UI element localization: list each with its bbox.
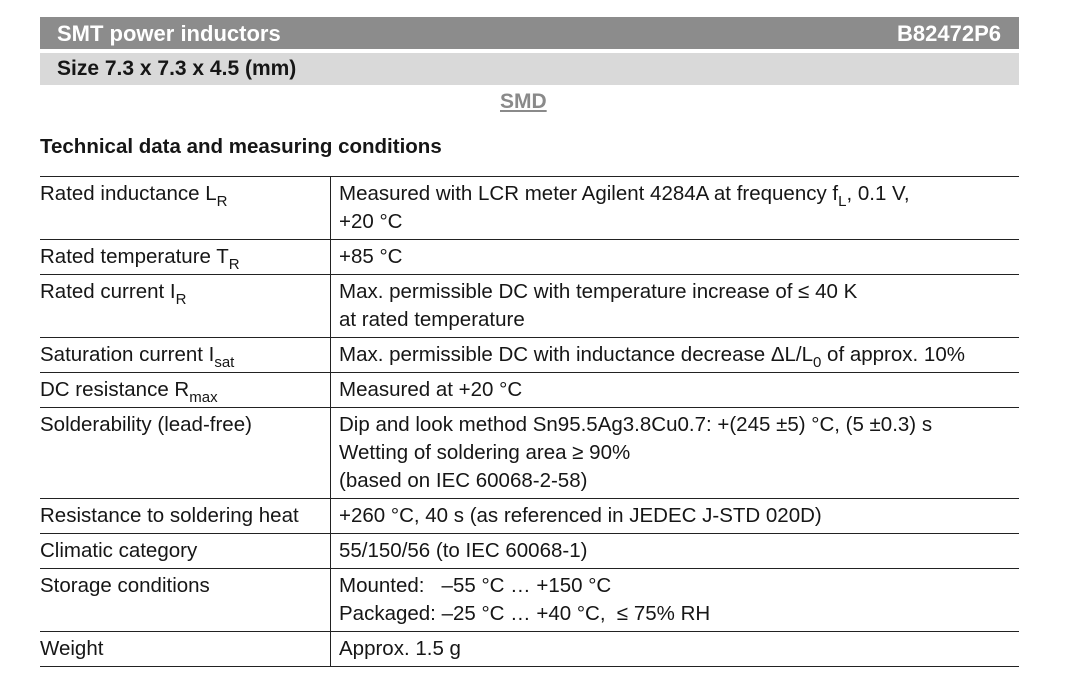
row-label: Storage conditions [40, 568, 331, 632]
text: 55/150/56 (to IEC 60068-1) [339, 539, 588, 562]
subscript: R [216, 193, 228, 210]
cell-line: Measured with LCR meter Agilent 4284A at… [339, 180, 1019, 210]
text: Max. permissible DC with temperature inc… [339, 280, 858, 303]
text: Weight [40, 637, 104, 660]
subscript: 0 [813, 354, 822, 371]
text: Saturation current I [40, 343, 215, 366]
subscript: max [189, 389, 218, 406]
subscript: sat [214, 354, 235, 371]
text: DC resistance R [40, 378, 190, 401]
text: +260 °C, 40 s (as referenced in JEDEC J-… [339, 504, 822, 527]
text: +20 °C [339, 210, 403, 233]
cell-line: Rated temperature TR [40, 243, 330, 273]
size-text: Size 7.3 x 7.3 x 4.5 (mm) [57, 57, 297, 80]
text: Measured with LCR meter Agilent 4284A at… [339, 182, 839, 205]
table-row: Weight Approx. 1.5 g [40, 631, 1019, 667]
row-label: Climatic category [40, 533, 331, 569]
subscript: R [175, 291, 187, 308]
text: of approx. 10% [821, 343, 965, 366]
row-value: 55/150/56 (to IEC 60068-1) [330, 533, 1019, 569]
text: Storage conditions [40, 574, 210, 597]
smd-badge: SMD [500, 90, 547, 113]
cell-line: +260 °C, 40 s (as referenced in JEDEC J-… [339, 502, 1019, 530]
cell-line: Measured at +20 °C [339, 376, 1019, 404]
text: (based on IEC 60068-2-58) [339, 469, 588, 492]
row-value: Measured at +20 °C [330, 372, 1019, 408]
subscript: R [228, 256, 240, 273]
row-label: Solderability (lead-free) [40, 407, 331, 499]
table-row: DC resistance Rmax Measured at +20 °C [40, 372, 1019, 408]
table-row: Storage conditions Mounted: –55 °C … +150… [40, 568, 1019, 632]
cell-line: (based on IEC 60068-2-58) [339, 467, 1019, 495]
table-row: Solderability (lead-free) Dip and look me… [40, 407, 1019, 499]
header-bar: SMT power inductors B82472P6 [40, 17, 1019, 49]
size-bar: Size 7.3 x 7.3 x 4.5 (mm) [40, 53, 1019, 85]
text: Solderability (lead-free) [40, 413, 252, 436]
text: , 0.1 V, [846, 182, 910, 205]
cell-line: Packaged: –25 °C … +40 °C, ≤ 75% RH [339, 600, 1019, 628]
text: at rated temperature [339, 308, 525, 331]
row-value: Dip and look method Sn95.5Ag3.8Cu0.7: +(… [330, 407, 1019, 499]
row-value: Max. permissible DC with inductance decr… [330, 337, 1019, 373]
row-value: Mounted: –55 °C … +150 °C Packaged: –25 °… [330, 568, 1019, 632]
table-row: Rated temperature TR +85 °C [40, 239, 1019, 275]
text: Approx. 1.5 g [339, 637, 461, 660]
cell-line: Dip and look method Sn95.5Ag3.8Cu0.7: +(… [339, 411, 1019, 439]
row-value: Approx. 1.5 g [330, 631, 1019, 667]
cell-line: Weight [40, 635, 330, 663]
text: Rated temperature T [40, 245, 229, 268]
row-label: Rated inductance LR [40, 176, 331, 240]
cell-line: Wetting of soldering area ≥ 90% [339, 439, 1019, 467]
cell-line: Approx. 1.5 g [339, 635, 1019, 663]
text: Climatic category [40, 539, 198, 562]
row-label: Saturation current Isat [40, 337, 331, 373]
section-heading: Technical data and measuring conditions [40, 135, 442, 158]
cell-line: Mounted: –55 °C … +150 °C [339, 572, 1019, 600]
cell-line: Storage conditions [40, 572, 330, 600]
cell-line: Resistance to soldering heat [40, 502, 330, 530]
cell-line: Solderability (lead-free) [40, 411, 330, 439]
text: Resistance to soldering heat [40, 504, 299, 527]
table-row: Rated current IR Max. permissible DC with… [40, 274, 1019, 338]
table-row: Resistance to soldering heat +260 °C, 40 … [40, 498, 1019, 534]
row-label: Rated current IR [40, 274, 331, 338]
cell-line: +20 °C [339, 208, 1019, 236]
text: Rated current I [40, 280, 176, 303]
table-row: Rated inductance LR Measured with LCR met… [40, 176, 1019, 240]
text: Wetting of soldering area ≥ 90% [339, 441, 631, 464]
header-title: SMT power inductors [57, 21, 281, 46]
cell-line: Climatic category [40, 537, 330, 565]
text: Measured at +20 °C [339, 378, 523, 401]
data-table: Rated inductance LR Measured with LCR met… [40, 176, 1019, 667]
row-value: Measured with LCR meter Agilent 4284A at… [330, 176, 1019, 240]
text: Rated inductance L [40, 182, 217, 205]
text: Mounted: –55 °C … +150 °C [339, 574, 612, 597]
row-label: Rated temperature TR [40, 239, 331, 275]
part-number: B82472P6 [897, 21, 1001, 46]
table-row: Climatic category 55/150/56 (to IEC 60068… [40, 533, 1019, 569]
text: Dip and look method Sn95.5Ag3.8Cu0.7: +(… [339, 413, 933, 436]
row-value: +85 °C [330, 239, 1019, 275]
row-value: +260 °C, 40 s (as referenced in JEDEC J-… [330, 498, 1019, 534]
text: +85 °C [339, 245, 403, 268]
table-body: Rated inductance LR Measured with LCR met… [40, 176, 1019, 667]
cell-line: Rated current IR [40, 278, 330, 308]
table-row: Saturation current Isat Max. permissible … [40, 337, 1019, 373]
text: Packaged: –25 °C … +40 °C, ≤ 75% RH [339, 602, 711, 625]
cell-line: Saturation current Isat [40, 341, 330, 371]
cell-line: Rated inductance LR [40, 180, 330, 210]
row-value: Max. permissible DC with temperature inc… [330, 274, 1019, 338]
cell-line: Max. permissible DC with inductance decr… [339, 341, 1019, 371]
cell-line: DC resistance Rmax [40, 376, 330, 406]
cell-line: Max. permissible DC with temperature inc… [339, 278, 1019, 306]
cell-line: +85 °C [339, 243, 1019, 271]
row-label: Resistance to soldering heat [40, 498, 331, 534]
row-label: Weight [40, 631, 331, 667]
subscript: L [838, 193, 847, 210]
cell-line: at rated temperature [339, 306, 1019, 334]
text: Max. permissible DC with inductance decr… [339, 343, 814, 366]
cell-line: 55/150/56 (to IEC 60068-1) [339, 537, 1019, 565]
row-label: DC resistance Rmax [40, 372, 331, 408]
